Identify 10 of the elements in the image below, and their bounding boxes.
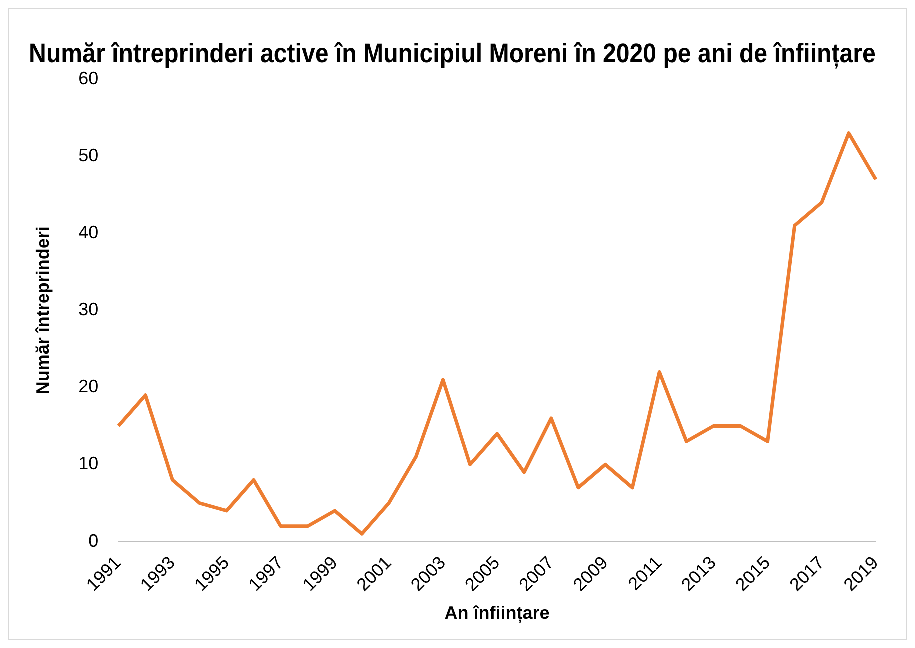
y-tick-label: 60 [78, 68, 99, 88]
y-tick-label: 30 [78, 300, 99, 320]
y-axis-title: Număr întreprinderi [32, 226, 53, 395]
y-tick-label: 0 [88, 530, 99, 551]
y-tick-label: 10 [78, 454, 99, 474]
x-axis-title: An înființare [444, 603, 550, 624]
y-tick-label: 20 [78, 376, 99, 397]
y-tick-label: 50 [78, 145, 99, 166]
y-tick-label: 40 [78, 222, 99, 243]
chart-title: Număr întreprinderi active în Municipiul Moreni în 2020 pe ani de înființare [29, 39, 876, 69]
